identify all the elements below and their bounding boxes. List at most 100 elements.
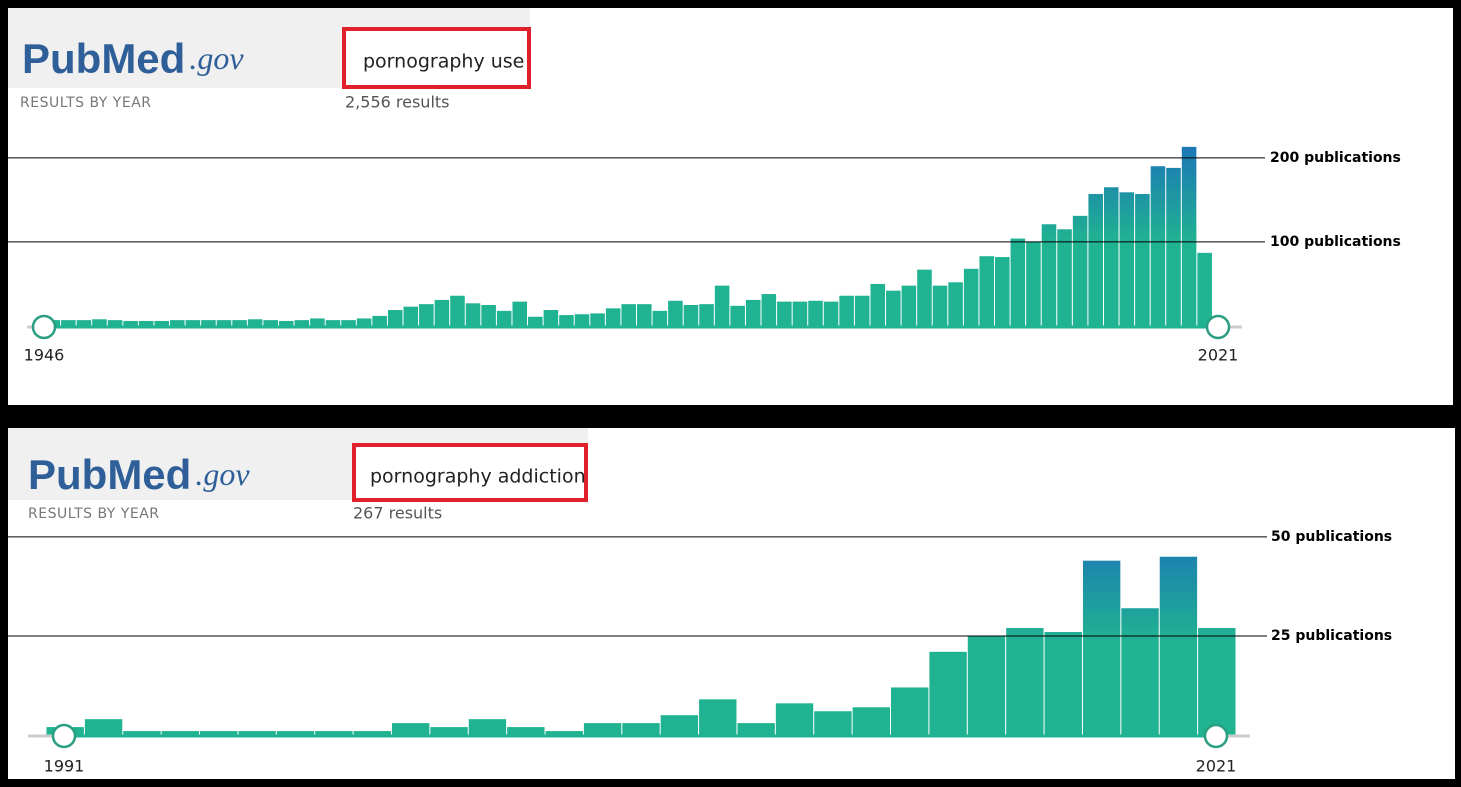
bar bbox=[430, 727, 468, 735]
bar bbox=[545, 731, 583, 735]
bar bbox=[1026, 241, 1041, 326]
bar bbox=[917, 269, 932, 326]
results-count: 267 results bbox=[353, 504, 442, 523]
bar bbox=[574, 314, 590, 326]
bar bbox=[891, 687, 929, 735]
bar bbox=[792, 301, 808, 326]
bar bbox=[1072, 215, 1088, 326]
bar bbox=[450, 295, 465, 326]
bar bbox=[170, 320, 185, 326]
bar bbox=[1150, 166, 1166, 326]
bar bbox=[123, 320, 138, 326]
bar bbox=[512, 301, 528, 326]
x-tick-label: 2021 bbox=[1196, 757, 1237, 776]
bar bbox=[161, 731, 200, 735]
bar bbox=[61, 320, 76, 326]
query: pornography addiction bbox=[370, 466, 586, 488]
bar bbox=[76, 320, 92, 326]
bar bbox=[777, 301, 792, 326]
bar bbox=[1006, 628, 1044, 735]
bar bbox=[200, 731, 238, 735]
bar bbox=[1082, 560, 1121, 735]
bar bbox=[559, 315, 574, 326]
bar bbox=[465, 303, 481, 326]
x-tick-label: 1946 bbox=[24, 346, 65, 365]
bar bbox=[84, 719, 123, 735]
results-count: 2,556 results bbox=[345, 93, 450, 112]
y-tick-label: 100 publications bbox=[1270, 234, 1401, 250]
bar bbox=[1044, 632, 1082, 735]
bar bbox=[232, 320, 247, 326]
bar bbox=[605, 308, 621, 326]
logo-domain: .gov bbox=[189, 40, 244, 76]
bar bbox=[387, 310, 403, 326]
bar bbox=[1159, 556, 1198, 735]
bar bbox=[967, 635, 1006, 735]
bar bbox=[1181, 146, 1197, 326]
subtitle: RESULTS BY YEAR bbox=[20, 95, 152, 111]
logo: PubMed .gov bbox=[22, 35, 244, 82]
bar bbox=[1198, 628, 1236, 735]
slider-handle bbox=[1205, 314, 1231, 340]
bar bbox=[886, 290, 901, 326]
bar bbox=[814, 711, 852, 735]
query-box bbox=[342, 27, 531, 89]
slider-handle bbox=[1203, 723, 1229, 749]
bar bbox=[808, 300, 823, 326]
bar bbox=[1119, 192, 1135, 326]
bar bbox=[1088, 193, 1103, 326]
bar bbox=[276, 731, 315, 735]
bar bbox=[979, 256, 995, 326]
bar bbox=[652, 310, 668, 326]
bar bbox=[668, 300, 683, 326]
bar bbox=[419, 304, 434, 326]
bar bbox=[583, 723, 622, 735]
slider-handle bbox=[31, 314, 57, 340]
bar bbox=[138, 320, 154, 326]
x-tick-label: 2021 bbox=[1198, 346, 1239, 365]
bar bbox=[528, 316, 543, 326]
bar bbox=[315, 731, 353, 735]
bar bbox=[263, 320, 278, 326]
bar bbox=[730, 305, 745, 326]
bar bbox=[123, 731, 161, 735]
bar bbox=[1010, 238, 1026, 326]
bar bbox=[963, 268, 979, 326]
bar bbox=[870, 283, 886, 326]
bar bbox=[294, 320, 310, 326]
y-tick-label: 50 publications bbox=[1271, 529, 1392, 545]
bar bbox=[341, 320, 356, 326]
bar bbox=[995, 257, 1010, 326]
slider-handle bbox=[51, 723, 77, 749]
y-tick-label: 200 publications bbox=[1270, 150, 1401, 166]
logo-main: PubMed bbox=[22, 35, 185, 82]
bar bbox=[621, 304, 636, 326]
bar bbox=[247, 319, 263, 326]
bar bbox=[201, 320, 216, 326]
bar bbox=[507, 727, 545, 735]
subtitle: RESULTS BY YEAR bbox=[28, 506, 160, 522]
bar bbox=[637, 304, 652, 326]
bar bbox=[403, 306, 419, 326]
bar bbox=[238, 731, 276, 735]
bar bbox=[1057, 229, 1072, 326]
bar bbox=[216, 320, 232, 326]
bar bbox=[1103, 187, 1119, 326]
bar bbox=[372, 315, 387, 326]
bar bbox=[1135, 193, 1150, 326]
bar bbox=[434, 299, 450, 326]
bar bbox=[948, 282, 963, 326]
bar bbox=[699, 699, 737, 735]
bar bbox=[854, 295, 870, 326]
bar bbox=[745, 299, 761, 326]
bar bbox=[154, 320, 170, 326]
y-tick-label: 25 publications bbox=[1271, 628, 1392, 644]
bar bbox=[107, 320, 123, 326]
bar bbox=[1041, 224, 1057, 326]
logo-domain: .gov bbox=[195, 456, 250, 492]
bar bbox=[590, 313, 605, 326]
bar bbox=[714, 285, 730, 326]
bar bbox=[185, 320, 201, 326]
bar bbox=[737, 723, 775, 735]
